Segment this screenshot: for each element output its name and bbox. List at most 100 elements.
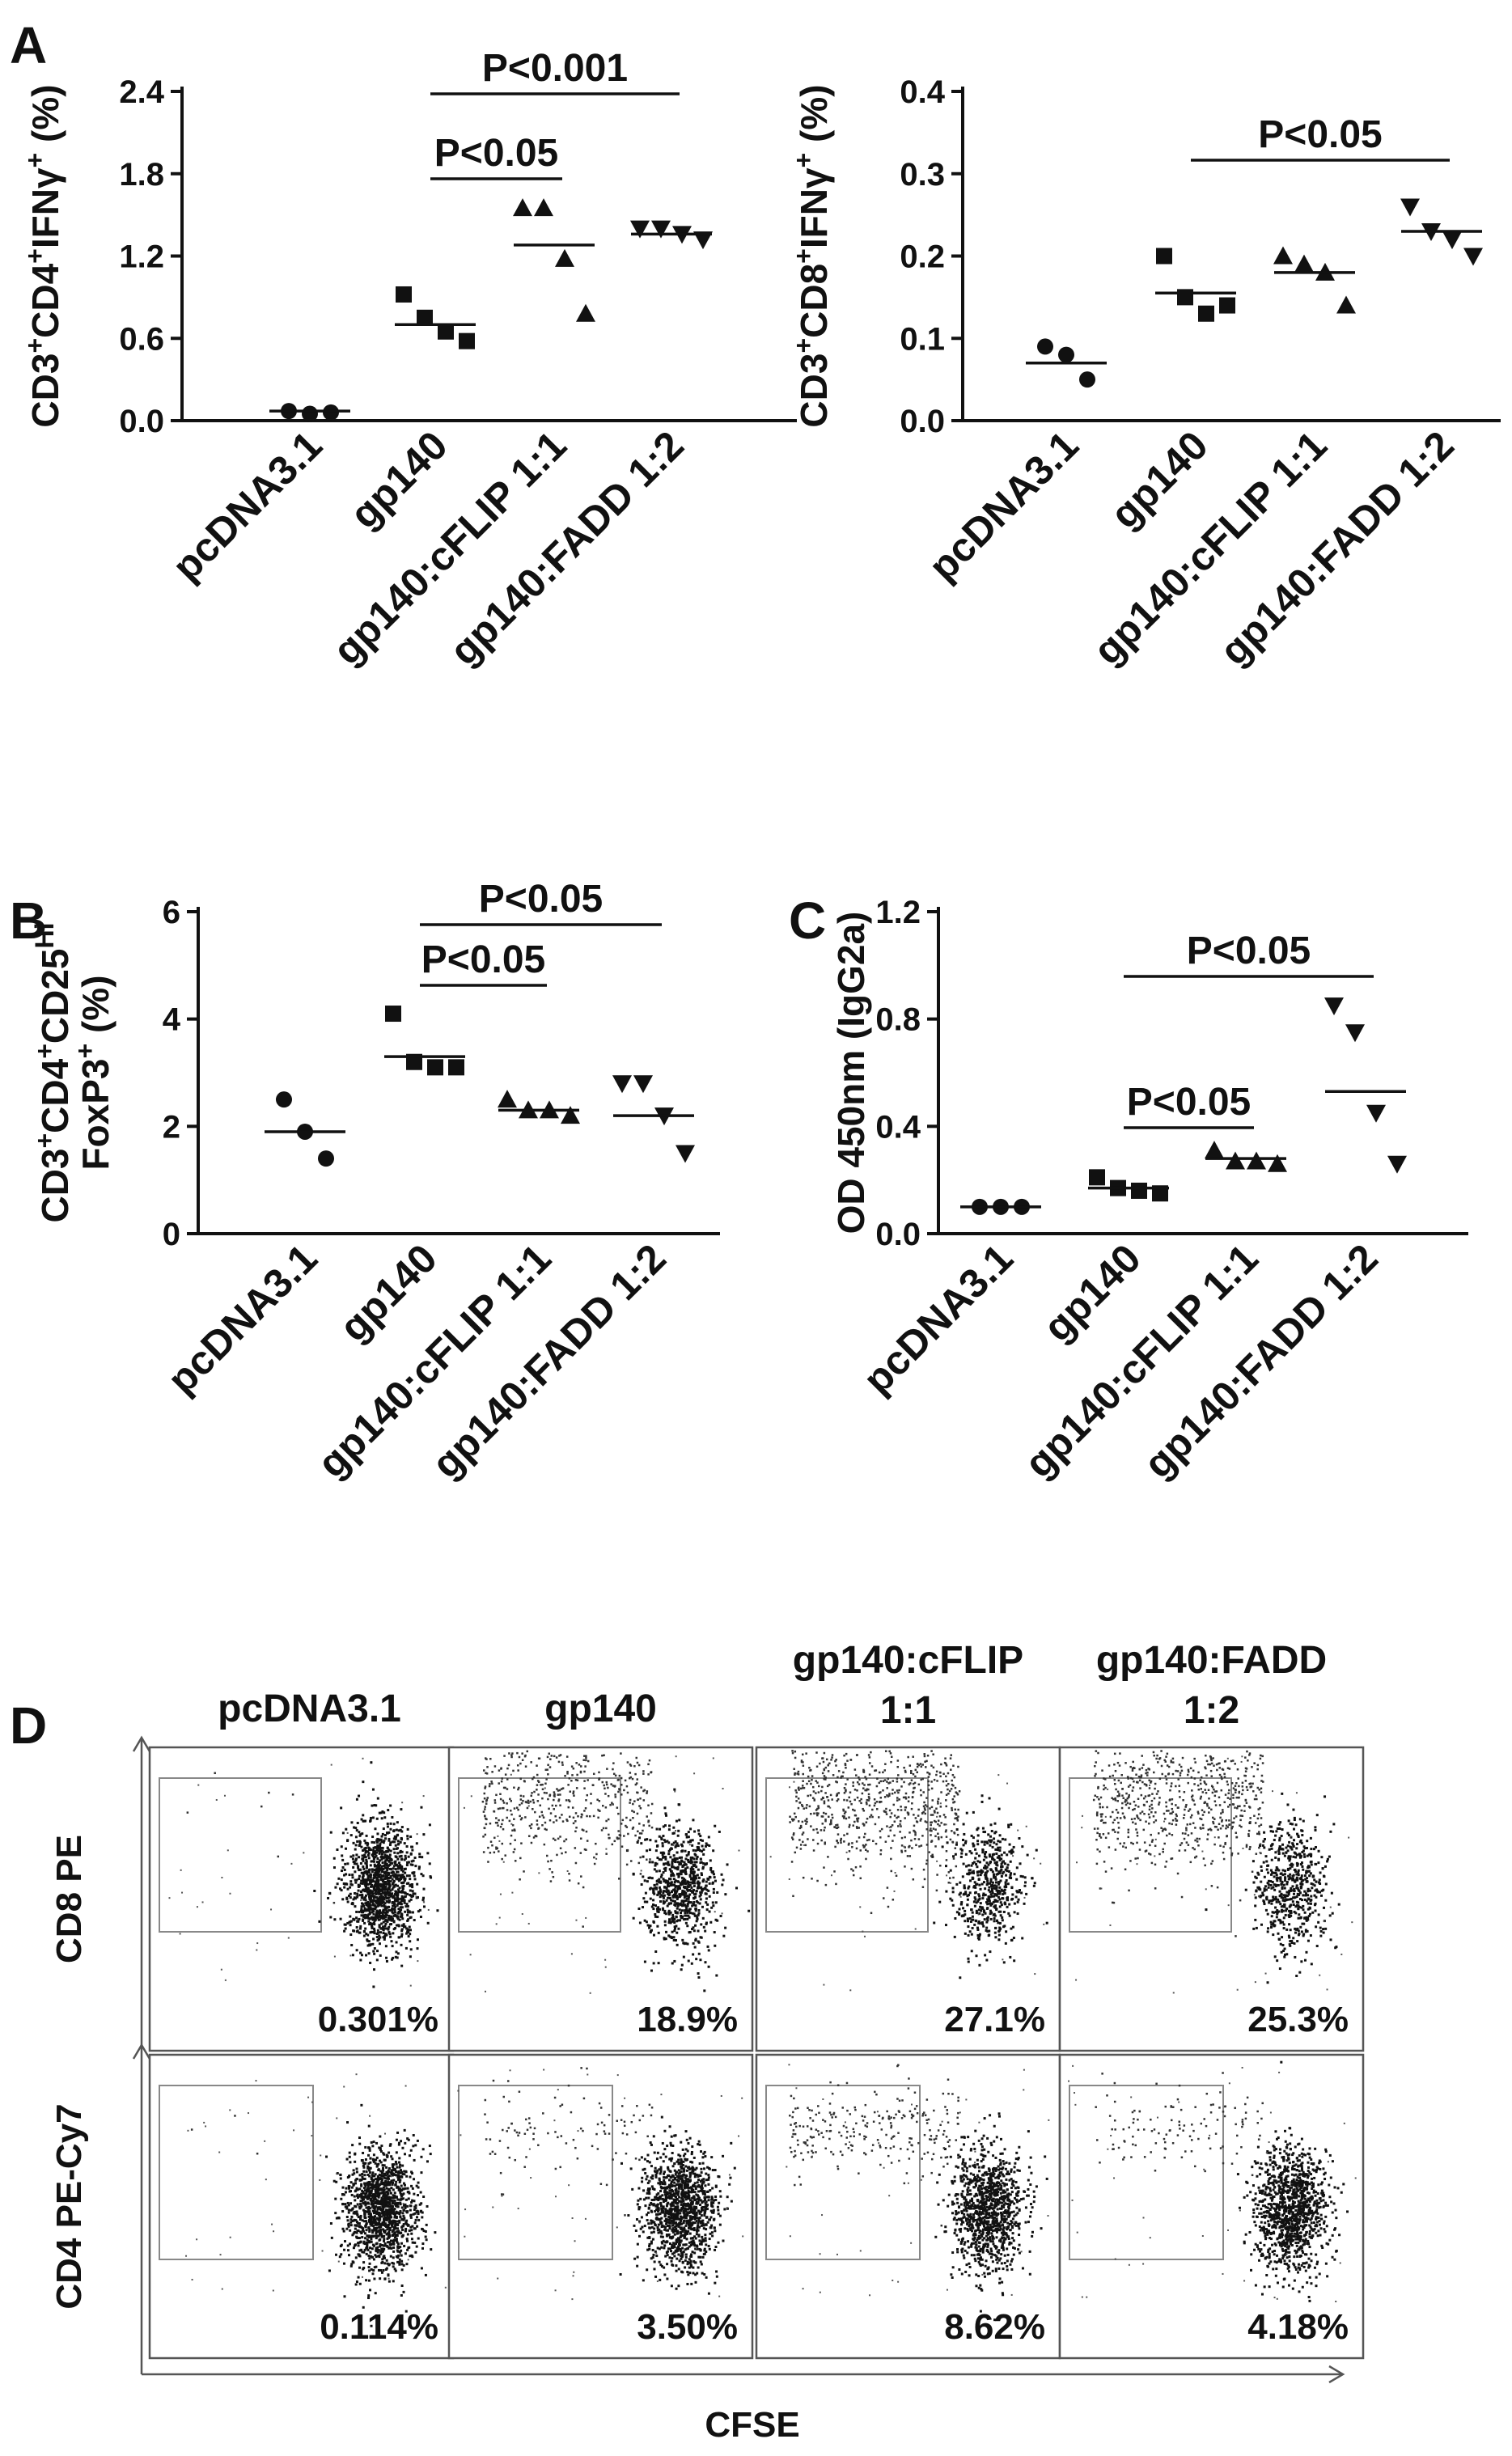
p-value-label: P<0.001 [482, 47, 628, 90]
facs-event [1239, 1805, 1241, 1807]
facs-event [1301, 1850, 1304, 1853]
data-point [1226, 1151, 1245, 1170]
facs-event [519, 1857, 522, 1860]
facs-event [1260, 1923, 1263, 1926]
facs-event [1101, 1769, 1103, 1772]
facs-event [797, 1820, 800, 1823]
facs-event [856, 1827, 858, 1830]
facs-event [394, 1905, 397, 1908]
facs-event [378, 1912, 381, 1916]
facs-event [664, 1866, 667, 1870]
facs-event [718, 1830, 721, 1833]
facs-event [982, 1866, 985, 1870]
facs-event [830, 1874, 832, 1877]
facs-event [371, 1899, 375, 1902]
facs-event [371, 1854, 375, 1857]
facs-event [657, 1962, 660, 1965]
facs-event [1260, 1754, 1262, 1757]
facs-event [485, 1823, 488, 1826]
facs-event [375, 1914, 378, 1917]
facs-event [834, 1845, 836, 1848]
facs-event [684, 1878, 687, 1882]
facs-event [660, 1838, 663, 1841]
facs-event [566, 1772, 569, 1775]
facs-event [675, 1844, 678, 1848]
facs-event [372, 1903, 375, 1906]
facs-event [885, 1807, 887, 1810]
facs-event [821, 1823, 824, 1825]
facs-event [696, 1882, 699, 1885]
facs-event [675, 1830, 677, 1832]
facs-event [987, 1833, 990, 1836]
facs-event [688, 1893, 692, 1896]
facs-event [373, 1947, 376, 1950]
facs-event [485, 1758, 488, 1760]
facs-event [372, 1860, 375, 1863]
facs-event [379, 1811, 383, 1814]
facs-event [1311, 1911, 1315, 1914]
facs-event [1192, 1769, 1195, 1772]
facs-event [879, 1849, 883, 1852]
data-point [438, 323, 454, 340]
facs-event [358, 1856, 361, 1859]
facs-event [557, 1837, 560, 1840]
facs-event [411, 1886, 414, 1889]
facs-event [702, 1925, 705, 1929]
facs-event [1096, 1848, 1099, 1851]
facs-event [485, 1818, 488, 1821]
facs-event [699, 1849, 702, 1853]
facs-event [575, 1827, 578, 1829]
facs-event [426, 1852, 430, 1855]
facs-event [1006, 1782, 1009, 1785]
facs-event [675, 1902, 678, 1905]
facs-event [400, 1897, 403, 1900]
facs-event [366, 1877, 370, 1880]
facs-event [1171, 1857, 1174, 1860]
facs-event [366, 1853, 370, 1857]
facs-event [1023, 1902, 1026, 1905]
facs-event [1238, 1785, 1240, 1788]
facs-event [362, 1915, 366, 1918]
facs-event [940, 1791, 942, 1793]
facs-event [977, 1878, 980, 1881]
facs-event [388, 1886, 391, 1890]
facs-event [1167, 1772, 1171, 1775]
facs-event [585, 1755, 587, 1757]
facs-event [912, 1791, 914, 1794]
facs-event [980, 1921, 984, 1925]
facs-event [359, 1925, 362, 1928]
facs-event [836, 1833, 840, 1836]
facs-event [406, 1913, 409, 1916]
facs-event [543, 1843, 546, 1846]
facs-event [683, 1890, 686, 1893]
facs-event [793, 1818, 795, 1821]
facs-event [692, 1857, 696, 1861]
facs-event [650, 1877, 654, 1880]
facs-event [351, 1857, 354, 1861]
facs-event [1235, 1815, 1238, 1818]
facs-event [564, 1774, 566, 1777]
facs-event [518, 1786, 520, 1789]
facs-event [1021, 1937, 1024, 1940]
facs-event [429, 1875, 432, 1878]
facs-event [676, 1931, 679, 1934]
facs-event [812, 1849, 815, 1852]
facs-event [400, 1874, 403, 1877]
facs-event [490, 1781, 493, 1783]
facs-event [588, 1815, 591, 1818]
facs-event [980, 1870, 983, 1873]
facs-event [930, 1821, 932, 1824]
facs-event [617, 1790, 620, 1793]
facs-event [1285, 1882, 1289, 1886]
facs-event [617, 1812, 620, 1815]
facs-event [896, 1759, 900, 1762]
facs-event [629, 1819, 632, 1822]
facs-event [327, 1896, 330, 1899]
facs-event [499, 1793, 502, 1796]
facs-event [708, 1895, 711, 1898]
facs-event [493, 1851, 496, 1854]
facs-event [607, 1794, 610, 1798]
facs-event [629, 1763, 632, 1766]
facs-event [998, 1886, 1002, 1889]
facs-event [692, 1848, 695, 1852]
